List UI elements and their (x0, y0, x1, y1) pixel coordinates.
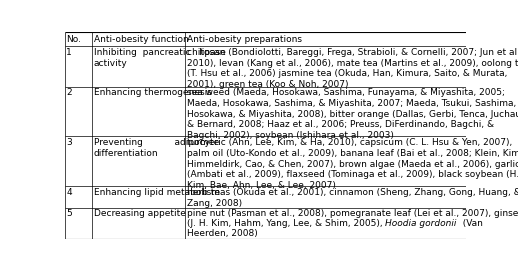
Text: Enhancing thermogenesis: Enhancing thermogenesis (94, 88, 211, 97)
Text: pine nut (Pasman et al., 2008), pomegranate leaf (Lei et al., 2007), ginseng: pine nut (Pasman et al., 2008), pomegran… (187, 209, 518, 218)
Text: (J. H. Kim, Hahm, Yang, Lee, & Shim, 2005),: (J. H. Kim, Hahm, Yang, Lee, & Shim, 200… (187, 219, 385, 228)
Text: 1: 1 (66, 48, 72, 57)
Text: No.: No. (66, 35, 81, 44)
Text: sea weed (Maeda, Hosokawa, Sashima, Funayama, & Miyashita, 2005;
Maeda, Hosokawa: sea weed (Maeda, Hosokawa, Sashima, Funa… (187, 88, 518, 140)
Text: Heerden, 2008): Heerden, 2008) (187, 229, 257, 238)
Text: 2: 2 (66, 88, 72, 97)
Text: Hoodia gordonii: Hoodia gordonii (385, 219, 457, 228)
Text: turmeric (Ahn, Lee, Kim, & Ha, 2010), capsicum (C. L. Hsu & Yen, 2007),
palm oil: turmeric (Ahn, Lee, Kim, & Ha, 2010), ca… (187, 138, 518, 190)
Text: Preventing           adipocyte
differentiation: Preventing adipocyte differentiation (94, 138, 219, 158)
Text: Enhancing lipid metabolism: Enhancing lipid metabolism (94, 188, 220, 197)
Text: 3: 3 (66, 138, 72, 147)
Text: herb teas (Okuda et al., 2001), cinnamon (Sheng, Zhang, Gong, Huang, &
Zang, 200: herb teas (Okuda et al., 2001), cinnamon… (187, 188, 518, 208)
Text: chitosan (Bondiolotti, Bareggi, Frega, Strabioli, & Cornelli, 2007; Jun et al.,
: chitosan (Bondiolotti, Bareggi, Frega, S… (187, 48, 518, 89)
Text: Decreasing appetite: Decreasing appetite (94, 209, 185, 218)
Text: 5: 5 (66, 209, 72, 218)
Text: Anti-obesity function: Anti-obesity function (94, 35, 189, 44)
Text: Inhibiting  pancreatic   lipase
activity: Inhibiting pancreatic lipase activity (94, 48, 225, 68)
Text: 4: 4 (66, 188, 72, 197)
Text: (Van: (Van (457, 219, 483, 228)
Text: Anti-obesity preparations: Anti-obesity preparations (187, 35, 302, 44)
